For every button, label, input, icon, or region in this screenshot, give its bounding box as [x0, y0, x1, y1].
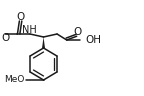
Text: OH: OH	[85, 35, 101, 45]
Text: O: O	[16, 12, 24, 22]
Text: MeO: MeO	[4, 75, 24, 84]
Polygon shape	[42, 37, 45, 48]
Text: O: O	[2, 33, 10, 43]
Text: O: O	[74, 27, 82, 37]
Text: NH: NH	[22, 25, 36, 35]
